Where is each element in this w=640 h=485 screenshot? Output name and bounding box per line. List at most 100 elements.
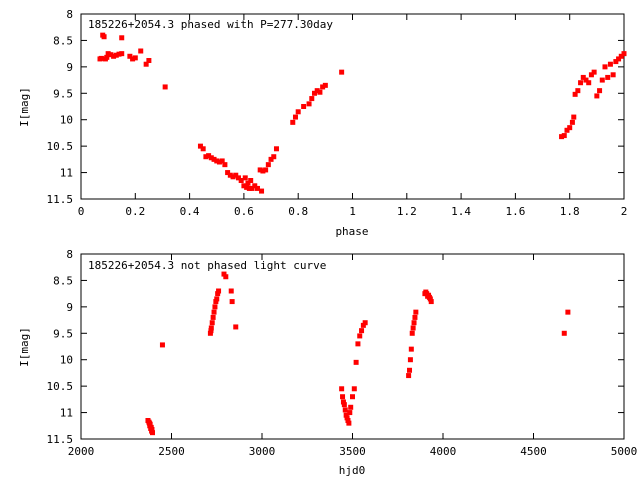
y-tick-label: 10 <box>60 354 73 367</box>
data-point <box>271 154 277 160</box>
data-point <box>347 410 353 416</box>
data-point <box>119 35 125 41</box>
data-point <box>216 159 222 165</box>
data-point <box>104 54 110 60</box>
data-point <box>301 104 307 109</box>
data-point <box>340 399 346 405</box>
data-point <box>578 80 584 86</box>
data-point <box>248 178 254 183</box>
data-point <box>162 84 168 90</box>
data-point <box>223 274 229 280</box>
data-point <box>406 373 412 379</box>
x-tick-label: 0.8 <box>288 205 308 218</box>
data-point <box>245 180 251 186</box>
data-point <box>260 168 266 174</box>
data-point <box>246 185 252 191</box>
data-point <box>586 80 592 86</box>
y-tick-label: 9 <box>66 301 73 314</box>
data-point <box>208 155 214 161</box>
data-point <box>591 69 597 75</box>
data-point <box>252 183 258 189</box>
data-point <box>215 291 221 297</box>
data-point <box>146 58 152 64</box>
data-point <box>340 394 346 400</box>
data-point <box>244 184 250 190</box>
x-tick-label: 3000 <box>249 445 276 458</box>
data-point <box>339 386 345 392</box>
data-point <box>320 84 326 90</box>
data-point <box>594 93 600 99</box>
data-point <box>306 101 312 107</box>
data-point <box>222 162 228 168</box>
data-point <box>359 328 365 334</box>
data-point <box>213 299 219 305</box>
y-tick-label: 11 <box>60 167 73 180</box>
data-point <box>571 114 577 120</box>
data-point <box>242 175 248 181</box>
data-point <box>342 407 348 413</box>
data-point <box>208 325 214 331</box>
x-tick-label: 0 <box>78 205 85 218</box>
data-point <box>98 55 104 61</box>
data-point <box>427 296 433 302</box>
phased-light-curve-plot: 185226+2054.3 phased with P=277.30day ph… <box>18 8 627 238</box>
data-point <box>561 133 567 139</box>
data-point <box>273 146 279 152</box>
data-point <box>210 314 216 320</box>
data-point <box>113 52 119 58</box>
data-point <box>230 174 236 180</box>
x-tick-label: 1.6 <box>505 205 525 218</box>
y-tick-label: 9 <box>66 61 73 74</box>
x-tick-label: 0.2 <box>125 205 145 218</box>
y-axis-label: I[mag] <box>18 327 31 367</box>
data-point <box>116 51 122 57</box>
data-point <box>211 309 217 315</box>
data-point <box>208 328 214 334</box>
y-tick-label: 10 <box>60 114 73 127</box>
data-point <box>610 72 616 78</box>
data-point <box>132 55 138 61</box>
y-tick-label: 11.5 <box>47 193 74 206</box>
data-point <box>200 146 206 152</box>
data-point <box>159 342 165 348</box>
y-tick-label: 8 <box>66 248 73 261</box>
data-point <box>602 64 608 70</box>
data-point <box>605 74 611 80</box>
x-tick-label: 2500 <box>158 445 185 458</box>
x-tick-label: 4000 <box>430 445 457 458</box>
data-point <box>351 386 357 392</box>
data-point <box>344 415 350 421</box>
data-point <box>311 90 317 96</box>
data-point <box>567 125 573 131</box>
data-point <box>241 183 247 189</box>
x-axis-label: hjd0 <box>339 464 366 477</box>
data-point <box>257 167 263 173</box>
data-point <box>413 309 419 315</box>
y-axis-label: I[mag] <box>18 87 31 127</box>
data-point <box>355 341 361 347</box>
x-tick-label: 1 <box>349 205 356 218</box>
x-ticks: 0 0.2 0.4 0.6 0.8 1 1.2 1.4 1.6 1.8 2 <box>78 14 627 218</box>
data-point <box>561 330 567 336</box>
data-point <box>259 188 265 194</box>
data-point <box>214 296 220 302</box>
data-point <box>565 309 571 315</box>
data-point <box>265 162 271 168</box>
data-point <box>572 91 578 97</box>
y-tick-label: 10.5 <box>47 380 74 393</box>
data-point <box>339 69 345 75</box>
y-tick-label: 8 <box>66 8 73 21</box>
data-point <box>209 320 215 326</box>
data-point <box>314 88 320 94</box>
data-point <box>409 330 415 336</box>
data-point <box>343 412 349 418</box>
data-point <box>263 167 269 173</box>
data-point <box>219 158 225 164</box>
chart-title: 185226+2054.3 not phased light curve <box>88 259 326 272</box>
x-tick-label: 5000 <box>611 445 638 458</box>
data-point <box>362 320 368 326</box>
data-point <box>407 357 413 363</box>
x-ticks: 2000 2500 3000 3500 4000 4500 5000 <box>68 254 638 458</box>
data-point <box>583 77 589 83</box>
